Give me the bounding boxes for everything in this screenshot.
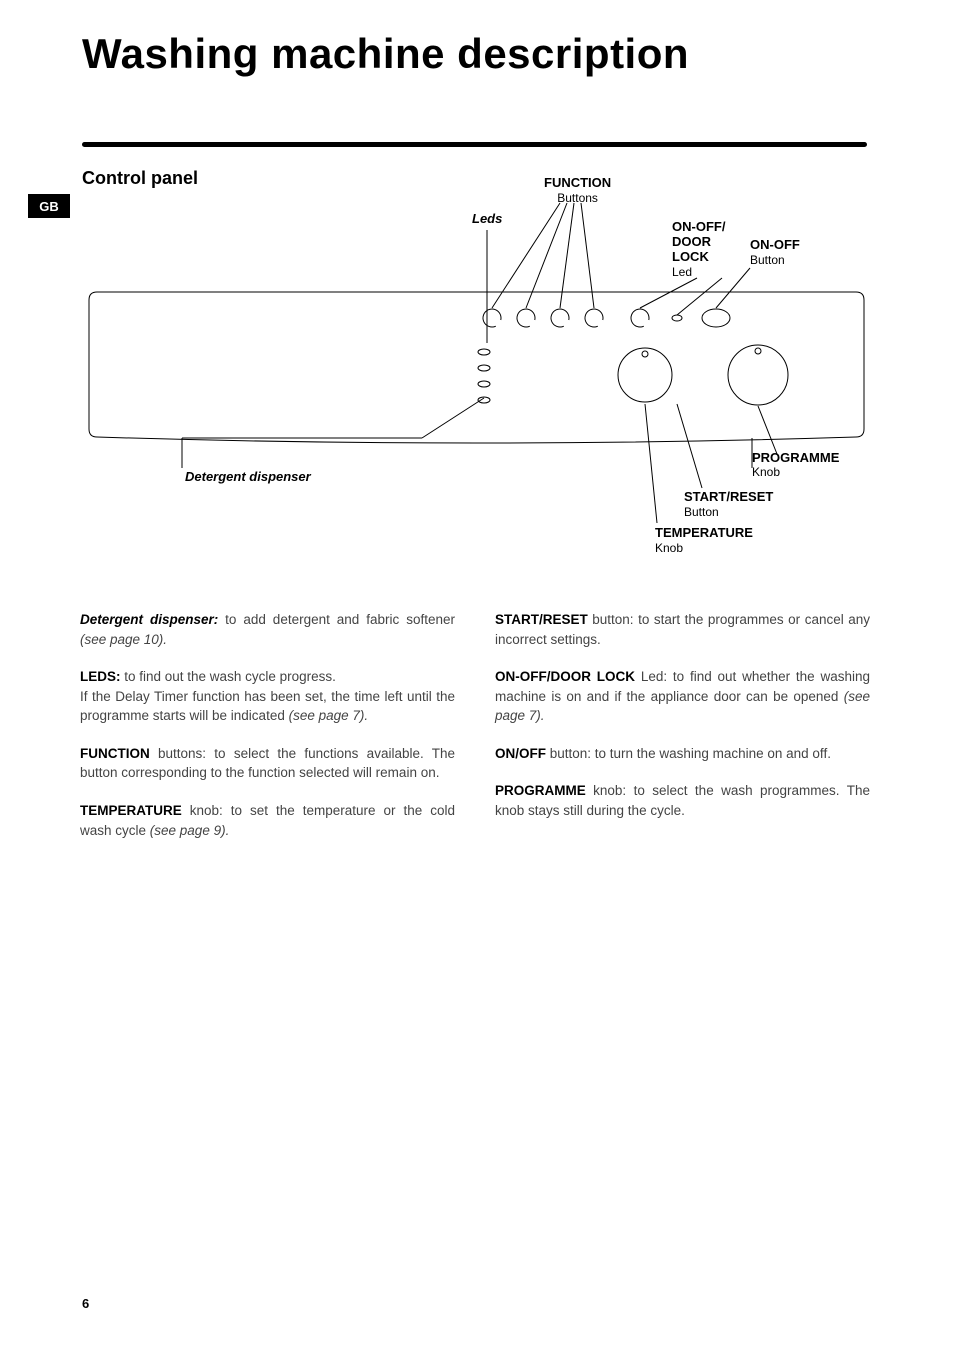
label-temperature: TEMPERATURE Knob — [655, 526, 753, 556]
description-entry: START/RESET button: to start the program… — [495, 610, 870, 649]
horizontal-rule — [82, 142, 867, 147]
label-on-off-door-lock: ON-OFF/ DOOR LOCK Led — [672, 220, 725, 280]
description-entry: FUNCTION buttons: to select the function… — [80, 744, 455, 783]
label-function: FUNCTION Buttons — [544, 176, 611, 206]
label-detergent-dispenser: Detergent dispenser — [185, 470, 311, 485]
description-entry: PROGRAMME knob: to select the wash progr… — [495, 781, 870, 820]
label-programme: PROGRAMME Knob — [752, 451, 839, 480]
description-columns: Detergent dispenser: to add detergent an… — [80, 610, 870, 858]
language-tab: GB — [28, 194, 70, 218]
description-column-left: Detergent dispenser: to add detergent an… — [80, 610, 455, 858]
description-entry: Detergent dispenser: to add detergent an… — [80, 610, 455, 649]
page-number: 6 — [82, 1296, 89, 1311]
description-entry: TEMPERATURE knob: to set the temperature… — [80, 801, 455, 840]
control-panel-diagram: FUNCTION Buttons Leds ON-OFF/ DOOR LOCK … — [82, 168, 867, 568]
description-column-right: START/RESET button: to start the program… — [495, 610, 870, 858]
label-on-off: ON-OFF Button — [750, 238, 800, 268]
label-start-reset: START/RESET Button — [684, 490, 773, 520]
description-entry: ON/OFF button: to turn the washing machi… — [495, 744, 870, 764]
label-leds: Leds — [472, 212, 502, 227]
description-entry: LEDS: to find out the wash cycle progres… — [80, 667, 455, 726]
description-entry: ON-OFF/DOOR LOCK Led: to find out whethe… — [495, 667, 870, 726]
page-title: Washing machine description — [82, 30, 689, 78]
